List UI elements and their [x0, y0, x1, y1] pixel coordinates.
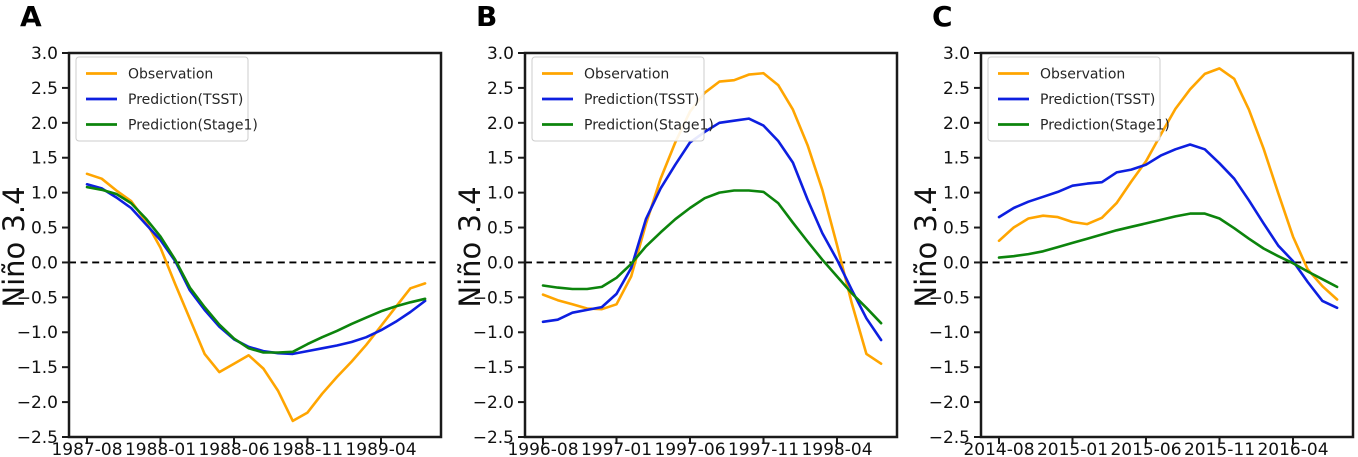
y-tick-label: 3.0: [943, 44, 970, 64]
y-tick-label: 1.5: [943, 149, 970, 169]
y-tick-label: −1.5: [929, 358, 970, 378]
x-tick-label: 1997-01: [581, 440, 652, 457]
y-tick-label: 3.0: [31, 44, 58, 64]
y-axis-title: Niño 3.4: [456, 186, 487, 307]
series-line-observation: [997, 67, 1339, 301]
series-line-prediction-stage1-: [85, 185, 427, 354]
y-tick-label: 2.0: [31, 114, 58, 134]
legend-label: Prediction(TSST): [584, 92, 699, 108]
x-tick-label: 1989-04: [345, 440, 416, 457]
y-axis-title: Niño 3.4: [912, 186, 943, 307]
x-tick-label: 1988-01: [125, 440, 196, 457]
legend-label: Prediction(Stage1): [128, 117, 258, 133]
y-tick-label: 1.5: [487, 149, 514, 169]
legend-label: Prediction(Stage1): [1040, 117, 1170, 133]
legend-label: Prediction(TSST): [1040, 92, 1155, 108]
x-tick-label: 1997-11: [728, 440, 799, 457]
x-axis: 1996-08 1997-01 1997-06 1997-11 1998-04: [507, 437, 873, 457]
chart-canvas-b: 3.0 2.5 2.0 1.5 1.0 0.5 0.0 −0.5 −1.0 −1.5 −2.0 −2.…: [456, 44, 899, 457]
legend-frame: [75, 56, 249, 142]
x-tick-label: 2015-11: [1184, 440, 1255, 457]
x-tick-label: 2015-06: [1110, 440, 1181, 457]
x-axis: 2014-08 2015-01 2015-06 2015-11 2016-04: [963, 437, 1329, 457]
y-tick-label: 3.0: [487, 44, 514, 64]
y-tick-label: 0.5: [943, 218, 970, 238]
y-tick-label: 2.5: [943, 79, 970, 99]
y-tick-label: 0.0: [943, 253, 970, 273]
y-tick-label: 2.0: [487, 114, 514, 134]
legend-frame: [531, 56, 705, 142]
x-tick-label: 1998-04: [801, 440, 872, 457]
y-tick-label: −2.5: [929, 428, 970, 448]
axes-frame: [67, 51, 443, 439]
y-tick-label: 1.0: [487, 184, 514, 204]
x-tick-label: 2016-04: [1257, 440, 1328, 457]
y-tick-label: −2.5: [17, 428, 58, 448]
x-tick-label: 1987-08: [51, 440, 122, 457]
x-tick-label: 1996-08: [507, 440, 578, 457]
y-tick-label: 2.0: [943, 114, 970, 134]
panel-label-c: C: [932, 0, 953, 33]
series-line-prediction-tsst-: [541, 117, 883, 342]
y-tick-label: −2.5: [473, 428, 514, 448]
y-tick-label: 1.5: [31, 149, 58, 169]
x-tick-label: 1988-11: [272, 440, 343, 457]
legend-label: Observation: [584, 66, 669, 82]
panel-label-b: B: [476, 0, 498, 33]
y-axis: 3.0 2.5 2.0 1.5 1.0 0.5 0.0 −0.5 −1.0 −1.5 −2.0 −2.…: [929, 44, 981, 448]
series-line-observation: [85, 172, 427, 423]
x-axis: 1987-08 1988-01 1988-06 1988-11 1989-04: [51, 437, 417, 457]
x-tick-label: 2015-01: [1037, 440, 1108, 457]
legend-label: Prediction(TSST): [128, 92, 243, 108]
y-axis: 3.0 2.5 2.0 1.5 1.0 0.5 0.0 −0.5 −1.0 −1.5 −2.0 −2.…: [17, 44, 69, 448]
panel-a: A 3.0 2.5 2.0 1.5 1.0 0.5 0.0 −0.5 −1.0 −1.5 −2.0 −…: [0, 0, 456, 457]
panel-b: B 3.0 2.5 2.0 1.5 1.0 0.5 0.0 −0.5 −1.0 −1.5 −2.0 −…: [456, 0, 912, 457]
y-tick-label: −1.0: [929, 323, 970, 343]
y-tick-label: 2.5: [31, 79, 58, 99]
y-tick-label: −0.5: [929, 288, 970, 308]
y-tick-label: −1.0: [17, 323, 58, 343]
y-tick-label: 0.0: [487, 253, 514, 273]
chart-canvas-c: 3.0 2.5 2.0 1.5 1.0 0.5 0.0 −0.5 −1.0 −1.5 −2.0 −2.…: [912, 44, 1355, 457]
chart-canvas-a: 3.0 2.5 2.0 1.5 1.0 0.5 0.0 −0.5 −1.0 −1.5 −2.0 −2.…: [0, 44, 443, 457]
series-line-prediction-stage1-: [541, 189, 883, 325]
series-line-observation: [541, 71, 883, 366]
y-tick-label: −1.5: [473, 358, 514, 378]
y-tick-label: 1.0: [31, 184, 58, 204]
y-tick-label: 1.0: [943, 184, 970, 204]
series-line-prediction-stage1-: [997, 212, 1339, 289]
y-tick-label: −1.0: [473, 323, 514, 343]
x-tick-label: 1997-06: [654, 440, 725, 457]
y-axis-title: Niño 3.4: [0, 186, 31, 307]
series-line-prediction-tsst-: [85, 183, 427, 356]
panel-label-a: A: [20, 0, 42, 33]
y-axis: 3.0 2.5 2.0 1.5 1.0 0.5 0.0 −0.5 −1.0 −1.5 −2.0 −2.…: [473, 44, 525, 448]
y-tick-label: −0.5: [473, 288, 514, 308]
y-tick-label: 2.5: [487, 79, 514, 99]
y-tick-label: −0.5: [17, 288, 58, 308]
axes-frame: [523, 51, 899, 439]
y-tick-label: −2.0: [17, 393, 58, 413]
y-tick-label: −2.0: [473, 393, 514, 413]
y-tick-label: 0.0: [31, 253, 58, 273]
x-tick-label: 2014-08: [963, 440, 1034, 457]
legend-frame: [987, 56, 1161, 142]
legend: Observation Prediction(TSST) Prediction(St…: [75, 56, 258, 142]
legend: Observation Prediction(TSST) Prediction(St…: [531, 56, 714, 142]
y-tick-label: 0.5: [31, 218, 58, 238]
x-tick-label: 1988-06: [198, 440, 269, 457]
y-tick-label: −1.5: [17, 358, 58, 378]
legend-label: Prediction(Stage1): [584, 117, 714, 133]
y-tick-label: −2.0: [929, 393, 970, 413]
panel-c: C 3.0 2.5 2.0 1.5 1.0 0.5 0.0 −0.5 −1.0 −1.5 −2.0 −…: [912, 0, 1358, 457]
legend-label: Observation: [1040, 66, 1125, 82]
y-tick-label: 0.5: [487, 218, 514, 238]
legend: Observation Prediction(TSST) Prediction(St…: [987, 56, 1170, 142]
axes-frame: [979, 51, 1355, 439]
legend-label: Observation: [128, 66, 213, 82]
series-line-prediction-tsst-: [997, 143, 1339, 310]
